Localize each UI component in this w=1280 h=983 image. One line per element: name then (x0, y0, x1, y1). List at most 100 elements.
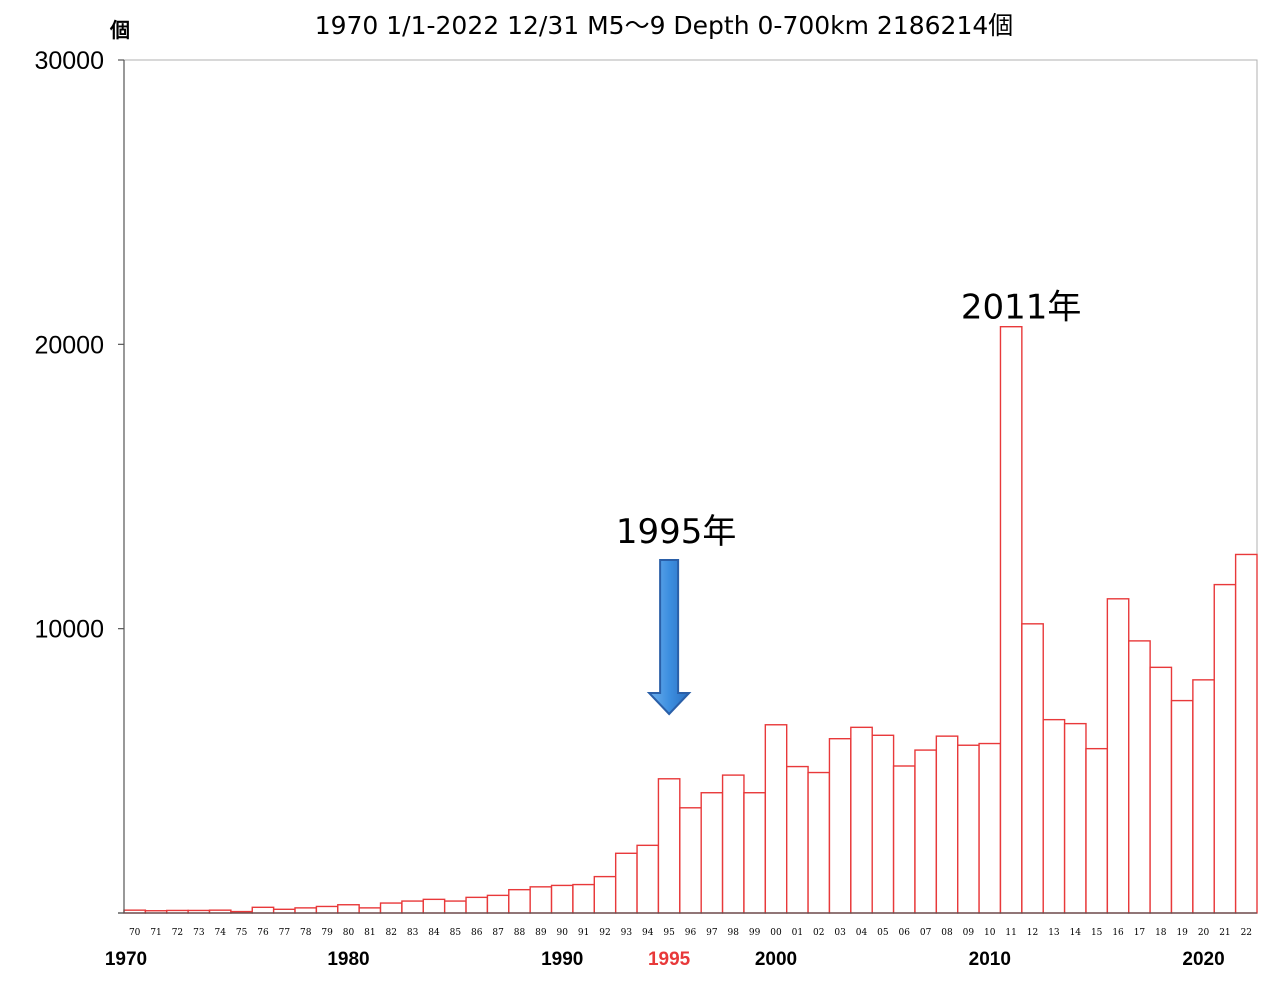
bar-84 (422, 898, 446, 914)
bar-80 (337, 904, 360, 914)
x-tick-label-81: 81 (364, 928, 375, 938)
x-tick-label-90: 90 (557, 928, 569, 938)
decade-label-1980: 1980 (327, 949, 369, 970)
x-axis-year-ticks: 70 71 72 73 74 75 76 77 78 79 80 81 82 83 84 85 86 87 88 89… (129, 928, 1252, 938)
x-tick-label-84: 84 (428, 928, 440, 938)
bar-87 (486, 894, 510, 914)
x-tick-label-15: 15 (1091, 928, 1103, 938)
x-tick-label-07: 07 (920, 928, 932, 938)
annotation-arrow-down-icon (646, 559, 692, 716)
bar-96 (679, 807, 702, 914)
x-tick-label-96: 96 (685, 928, 697, 938)
x-tick-label-82: 82 (385, 928, 396, 938)
bar-91 (572, 883, 595, 914)
x-tick-label-76: 76 (257, 928, 269, 938)
x-tick-label-77: 77 (279, 928, 291, 938)
bar-12 (1021, 623, 1044, 914)
x-tick-label-17: 17 (1134, 928, 1146, 938)
x-tick-label-80: 80 (343, 928, 355, 938)
bar-78 (294, 907, 318, 914)
bar-04 (850, 726, 873, 914)
x-tick-label-98: 98 (728, 928, 740, 938)
x-tick-label-97: 97 (706, 928, 718, 938)
x-tick-label-03: 03 (834, 928, 846, 938)
bar-05 (871, 734, 895, 914)
bar-14 (1063, 722, 1087, 914)
bar-03 (828, 738, 852, 914)
bar-10 (978, 742, 1002, 914)
x-tick-label-05: 05 (877, 928, 889, 938)
x-tick-label-74: 74 (214, 928, 226, 938)
y-tick-label-30000: 30000 (34, 47, 104, 75)
bar-08 (935, 735, 959, 914)
x-tick-label-93: 93 (621, 928, 633, 938)
bar-17 (1128, 640, 1151, 914)
x-tick-label-09: 09 (963, 928, 975, 938)
bar-20 (1192, 679, 1215, 914)
x-tick-label-04: 04 (856, 928, 868, 938)
y-axis-unit-label: 個 (109, 18, 130, 42)
x-tick-label-12: 12 (1027, 928, 1038, 938)
x-tick-label-18: 18 (1155, 928, 1167, 938)
decade-label-1990: 1990 (541, 949, 583, 970)
x-tick-label-00: 00 (770, 928, 782, 938)
x-tick-label-20: 20 (1198, 928, 1210, 938)
bar-92 (593, 875, 617, 914)
chart-title: 1970 1/1-2022 12/31 M5～9 Depth 0-700km 2… (315, 11, 1014, 40)
x-tick-label-22: 22 (1241, 928, 1252, 938)
bar-85 (443, 900, 467, 914)
bar-88 (508, 888, 531, 914)
bar-79 (315, 905, 339, 914)
x-tick-label-72: 72 (172, 928, 183, 938)
bar-93 (614, 852, 638, 914)
bar-11 (999, 326, 1023, 914)
bar-94 (636, 844, 660, 914)
x-tick-label-83: 83 (407, 928, 419, 938)
bar-89 (529, 886, 553, 914)
y-tick-label-20000: 20000 (34, 331, 104, 359)
x-tick-label-14: 14 (1070, 928, 1082, 938)
x-tick-label-89: 89 (535, 928, 547, 938)
bar-00 (764, 724, 788, 914)
x-tick-label-08: 08 (941, 928, 953, 938)
x-tick-label-85: 85 (450, 928, 462, 938)
bar-16 (1106, 598, 1130, 914)
bar-86 (465, 896, 489, 914)
y-tick-label-10000: 10000 (34, 616, 104, 644)
x-axis-decade-labels: 1970 1980 1990 1995 2000 2010 2020 (105, 949, 1225, 970)
bars-group (123, 326, 1258, 914)
bar-01 (786, 765, 809, 914)
decade-label-1995: 1995 (648, 949, 691, 970)
bar-19 (1170, 699, 1194, 914)
bar-21 (1213, 583, 1237, 914)
bar-06 (892, 765, 916, 914)
x-tick-label-19: 19 (1176, 928, 1188, 938)
annotation-label-11: 2011年 (961, 288, 1082, 328)
y-axis: 10000 20000 30000 (34, 47, 124, 914)
x-tick-label-95: 95 (663, 928, 675, 938)
bar-13 (1042, 718, 1066, 914)
x-tick-label-21: 21 (1219, 928, 1230, 938)
bar-76 (251, 906, 275, 914)
bar-15 (1085, 747, 1109, 914)
bar-02 (807, 771, 831, 914)
x-tick-label-06: 06 (899, 928, 911, 938)
bar-18 (1149, 666, 1173, 914)
bar-99 (743, 792, 767, 914)
bar-95 (657, 778, 681, 914)
x-tick-label-86: 86 (471, 928, 483, 938)
annotations: 1995年 2011年 (616, 288, 1082, 716)
bar-22 (1234, 553, 1258, 914)
decade-label-2020: 2020 (1182, 949, 1224, 970)
bar-83 (401, 900, 424, 914)
bar-07 (914, 749, 938, 914)
bar-90 (550, 884, 574, 914)
x-tick-label-92: 92 (599, 928, 610, 938)
annotation-label-95: 1995年 (616, 512, 737, 552)
x-tick-label-71: 71 (150, 928, 161, 938)
bar-09 (957, 744, 980, 914)
x-tick-label-78: 78 (300, 928, 312, 938)
x-tick-label-13: 13 (1048, 928, 1060, 938)
x-tick-label-88: 88 (514, 928, 526, 938)
x-tick-label-75: 75 (236, 928, 248, 938)
